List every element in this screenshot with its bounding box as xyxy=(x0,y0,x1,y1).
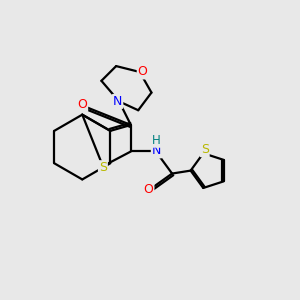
Text: O: O xyxy=(138,65,148,79)
Text: N: N xyxy=(113,95,122,108)
Text: O: O xyxy=(144,183,154,196)
Text: S: S xyxy=(201,143,209,156)
Text: S: S xyxy=(99,161,107,174)
Text: O: O xyxy=(77,98,87,111)
Text: N: N xyxy=(152,144,161,158)
Text: H: H xyxy=(152,134,161,147)
